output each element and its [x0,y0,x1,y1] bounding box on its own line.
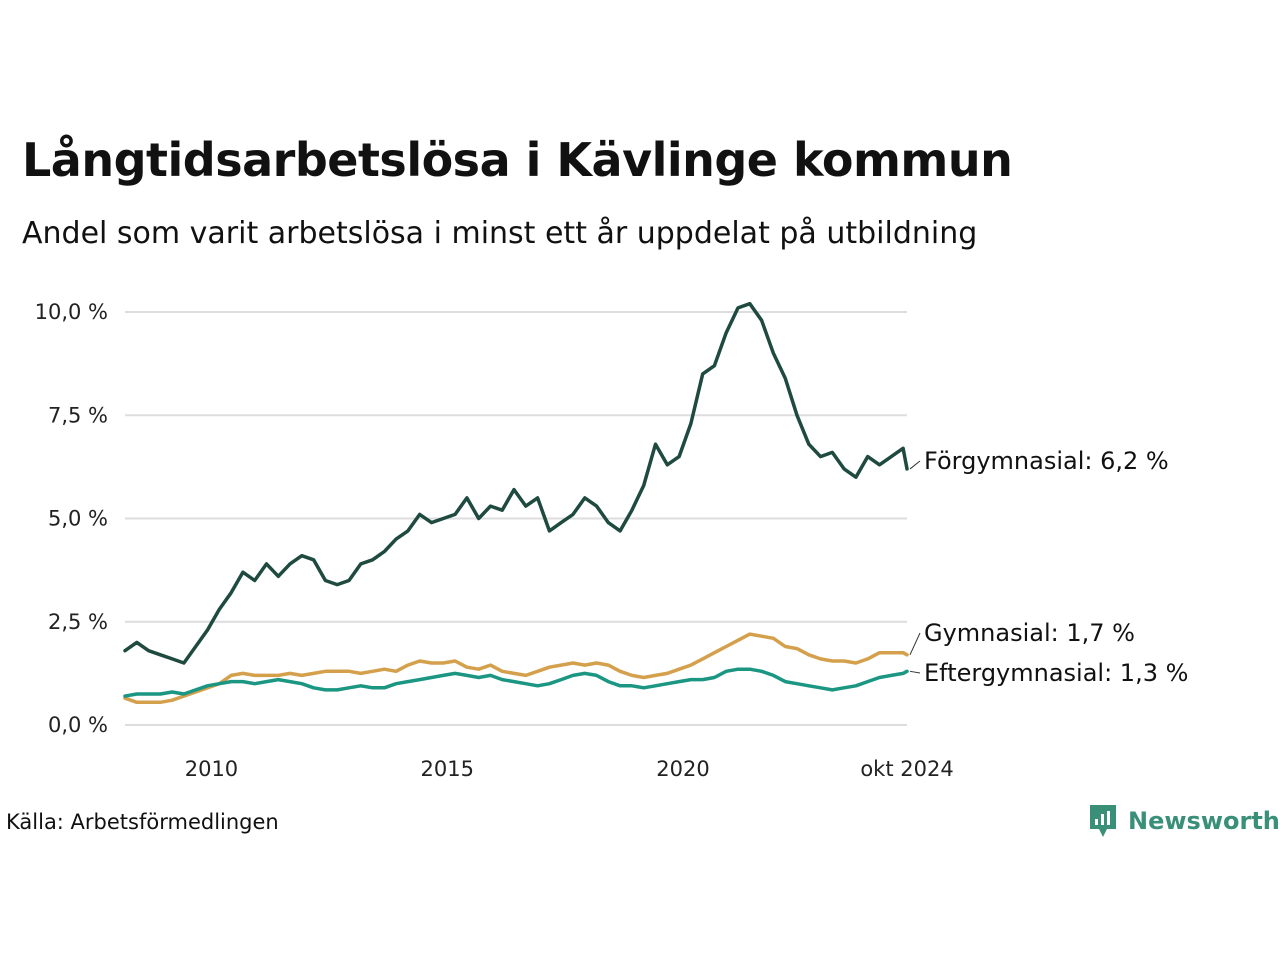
brand-logo[interactable]: Newsworthy [1088,803,1280,839]
label-leader [909,670,921,674]
chart-subtitle: Andel som varit arbetslösa i minst ett å… [22,216,978,251]
series-end-label: Förgymnasial: 6,2 % [924,447,1169,475]
x-tick-label: 2010 [185,757,238,781]
series-end-label: Eftergymnasial: 1,3 % [924,659,1188,687]
y-tick-label: 2,5 % [48,610,108,634]
source-note: Källa: Arbetsförmedlingen [6,810,279,834]
series-line-förgymnasial [123,301,909,665]
y-tick-label: 7,5 % [48,403,108,427]
series-end-label: Gymnasial: 1,7 % [924,619,1135,647]
x-tick-label: okt 2024 [860,757,953,781]
gridlines [125,311,907,726]
brand-name: Newsworthy [1128,807,1280,835]
label-leader [909,460,921,470]
x-tick-label: 2015 [421,757,474,781]
label-leader [909,632,921,655]
series-line-eftergymnasial [123,667,909,698]
y-axis-ticks: 0,0 % 2,5 % 5,0 % 7,5 % 10,0 % [35,300,108,737]
y-tick-label: 0,0 % [48,713,108,737]
series-end-labels: Förgymnasial: 6,2 % Gymnasial: 1,7 % Efter… [909,447,1188,687]
series-line-gymnasial [123,632,909,705]
chart-title: Långtidsarbetslösa i Kävlinge kommun [22,133,1013,187]
y-tick-label: 10,0 % [35,300,108,324]
newsworthy-logo-icon [1090,805,1116,837]
x-tick-label: 2020 [656,757,709,781]
series-lines [123,301,909,705]
x-axis-ticks: 2010 2015 2020 okt 2024 [185,757,954,781]
y-tick-label: 5,0 % [48,507,108,531]
